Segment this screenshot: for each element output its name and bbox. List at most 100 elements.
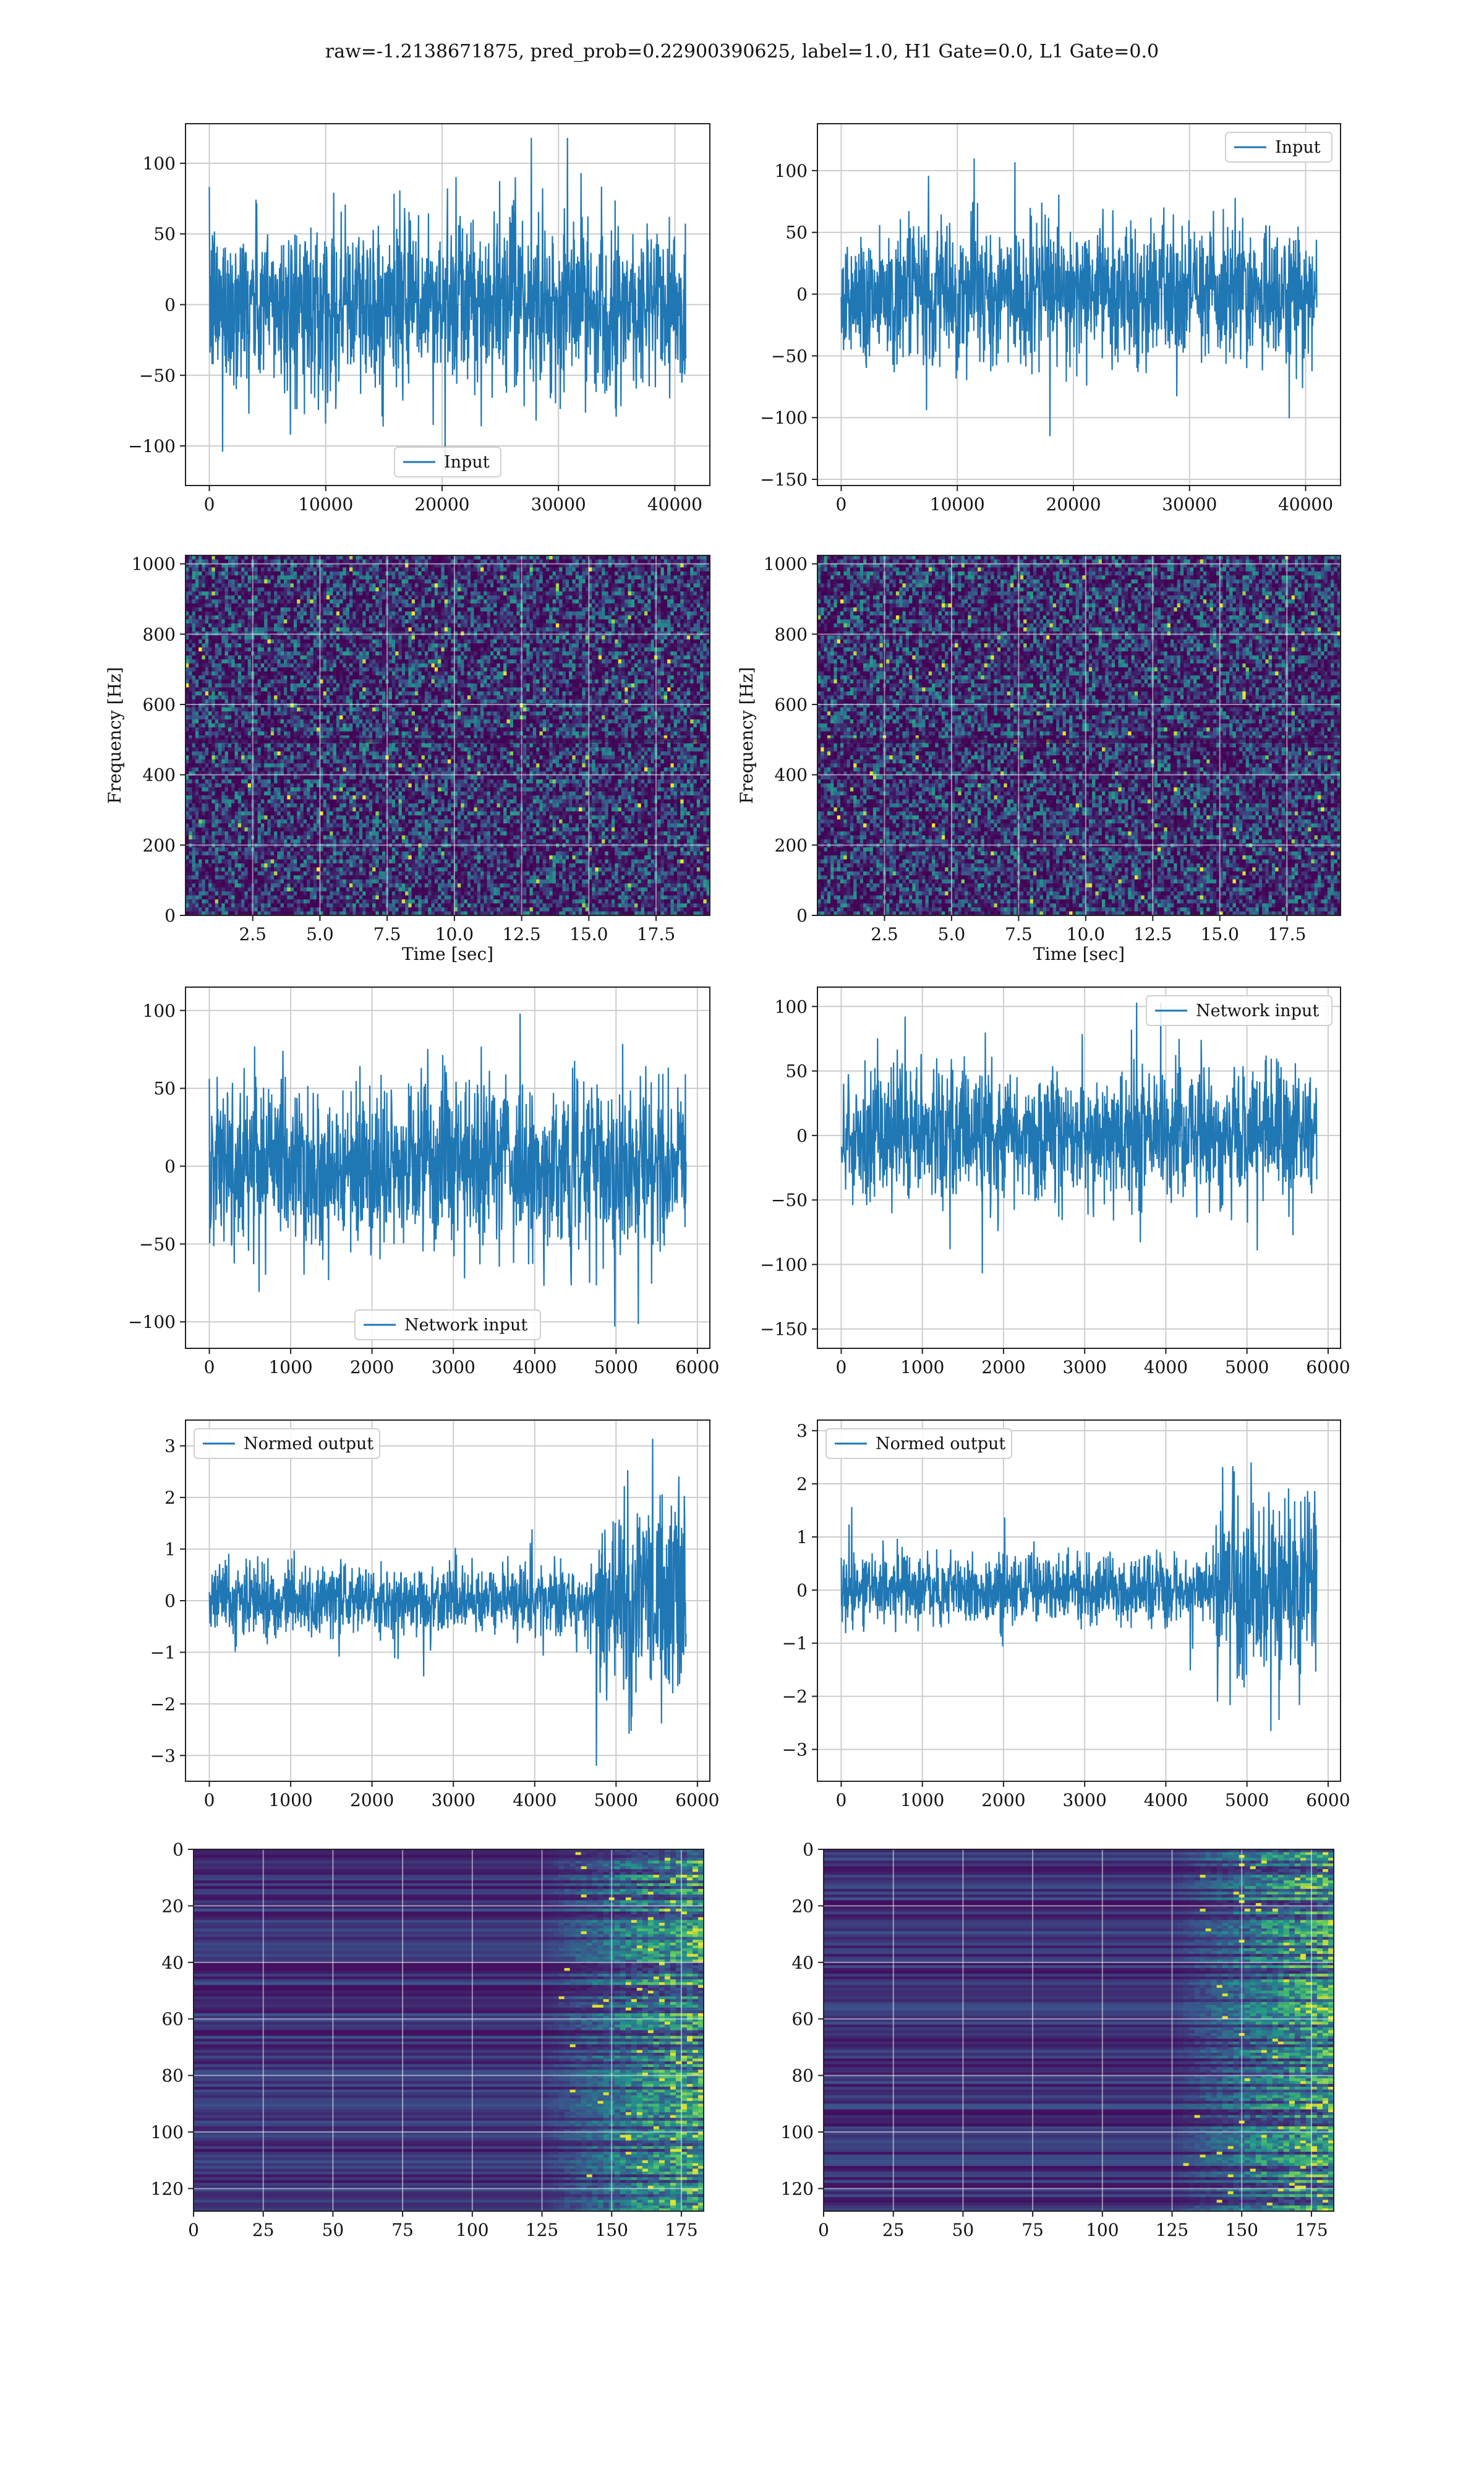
figure-title: raw=-1.2138671875, pred_prob=0.229003906… [0,41,1484,62]
x-tick-label: 30000 [531,494,586,515]
x-tick-label: 0 [836,1357,847,1377]
x-tick-label: 125 [526,2220,558,2240]
x-tick-label: 2000 [981,1357,1025,1377]
y-tick-label: 20 [791,1896,814,1916]
y-tick-label: 800 [143,624,176,644]
panel-feature-map-l1: 0 25 50 75 100 125 150 175 0 20 40 60 80 100 120 [781,1839,1334,2240]
x-tick-label: 10000 [930,494,985,515]
y-tick-label: −100 [128,1312,176,1332]
y-tick-label: 0 [164,1591,176,1611]
y-tick-label: 200 [143,835,176,855]
x-tick-label: 4000 [1144,1357,1188,1377]
x-tick-label: 6000 [675,1357,719,1377]
y-tick-label: −100 [128,436,176,456]
y-tick-label: 1 [796,1527,808,1547]
x-tick-label: 1000 [900,1357,944,1377]
axes-frame [823,1849,1334,2212]
x-tick-label: 25 [882,2220,905,2240]
legend: Network input [1146,995,1333,1026]
x-tick-label: 4000 [513,1357,556,1377]
y-tick-label: 200 [775,835,808,855]
x-tick-label: 0 [188,2220,199,2240]
legend: Normed output [194,1428,380,1459]
heatmap-image [194,1849,704,2211]
y-tick-label: −1 [782,1633,808,1654]
y-tick-label: 1 [164,1539,176,1560]
y-tick-label: 3 [164,1436,176,1457]
x-tick-label: 40000 [647,494,702,515]
series-line-5 [840,1002,1318,1273]
x-tick-label: 25 [252,2220,275,2240]
panel-input-l1: 0 10000 20000 30000 40000 100 50 0 −50 −100 −150 In… [760,123,1341,515]
x-tick-label: 150 [1226,2220,1258,2240]
legend-label: Input [444,453,490,472]
y-tick-label: −50 [139,366,176,386]
x-tick-label: 20000 [414,494,469,515]
axes-frame [193,1849,704,2212]
heatmap-image [186,555,710,915]
y-tick-label: 40 [791,1953,814,1973]
x-tick-label: 100 [456,2220,488,2240]
y-tick-label: 0 [796,905,808,926]
y-tick-label: 60 [161,2009,184,2029]
y-tick-label: 50 [153,224,176,244]
y-tick-label: 0 [803,1839,814,1860]
x-tick-label: 5000 [594,1357,638,1377]
y-tick-label: 60 [791,2009,814,2029]
grid-lines [186,555,710,916]
x-tick-label: 5000 [1225,1357,1269,1377]
y-tick-label: 400 [775,765,808,785]
y-tick-label: 800 [775,624,808,644]
y-tick-label: 100 [143,153,176,174]
panel-input-h1: 0 10000 20000 30000 40000 100 50 0 −50 −100 Input [128,123,710,515]
y-tick-label: −3 [782,1739,808,1760]
legend-label: Network input [404,1316,527,1335]
y-tick-label: 100 [775,996,808,1017]
x-tick-label: 175 [665,2220,697,2240]
y-tick-label: 50 [153,1079,176,1099]
x-tick-label: 0 [204,1790,215,1810]
x-tick-label: 1000 [268,1357,312,1377]
x-tick-label: 0 [818,2220,829,2240]
y-tick-label: −50 [771,346,808,366]
y-tick-label: 400 [143,765,176,785]
y-tick-label: −1 [150,1642,176,1663]
y-tick-label: −150 [760,1319,808,1340]
y-tick-label: 0 [164,295,176,315]
y-axis-label: Frequency [Hz] [104,667,125,803]
x-tick-label: 150 [595,2220,628,2240]
axes-frame [185,555,710,916]
y-axis-label: Frequency [Hz] [736,667,757,803]
x-tick-label: 15.0 [569,924,608,944]
y-tick-label: 600 [775,695,808,715]
x-tick-label: 10.0 [1067,924,1105,944]
legend-label: Network input [1196,1001,1319,1021]
x-tick-label: 100 [1086,2220,1119,2240]
heatmap-image [824,1849,1334,2211]
y-tick-label: −2 [782,1687,808,1707]
panel-network-input-l1: 0 1000 2000 3000 4000 5000 6000 100 50 0 −50 −100 −1… [760,987,1350,1377]
y-tick-label: 120 [151,2178,184,2199]
x-tick-label: 5.0 [306,924,334,944]
y-tick-label: 1000 [764,554,808,575]
y-tick-label: −100 [760,408,808,428]
y-tick-label: −3 [150,1745,176,1766]
x-tick-label: 1000 [900,1790,944,1810]
y-tick-label: −100 [760,1254,808,1275]
y-tick-label: 0 [796,1126,808,1146]
y-tick-label: −150 [760,469,808,490]
y-tick-label: −2 [150,1694,176,1714]
y-tick-label: 20 [161,1896,184,1916]
x-tick-label: 12.5 [1133,924,1172,944]
series-line-4 [208,1013,687,1327]
x-tick-label: 75 [1021,2220,1044,2240]
panel-spectrogram-l1: 2.5 5.0 7.5 10.0 12.5 15.0 17.5 0 200 400 600 800 10… [736,554,1341,964]
axes-frame [817,123,1341,486]
axes-frame [817,1419,1341,1782]
legend: Input [394,447,501,477]
x-tick-label: 4000 [1144,1790,1188,1810]
x-axis-label: Time [sec] [402,944,493,964]
panel-normed-output-h1: 0 1000 2000 3000 4000 5000 6000 3 2 1 0 −1 −2 −3 Norme… [150,1419,720,1810]
x-tick-label: 125 [1156,2220,1188,2240]
x-tick-label: 0 [204,494,215,515]
